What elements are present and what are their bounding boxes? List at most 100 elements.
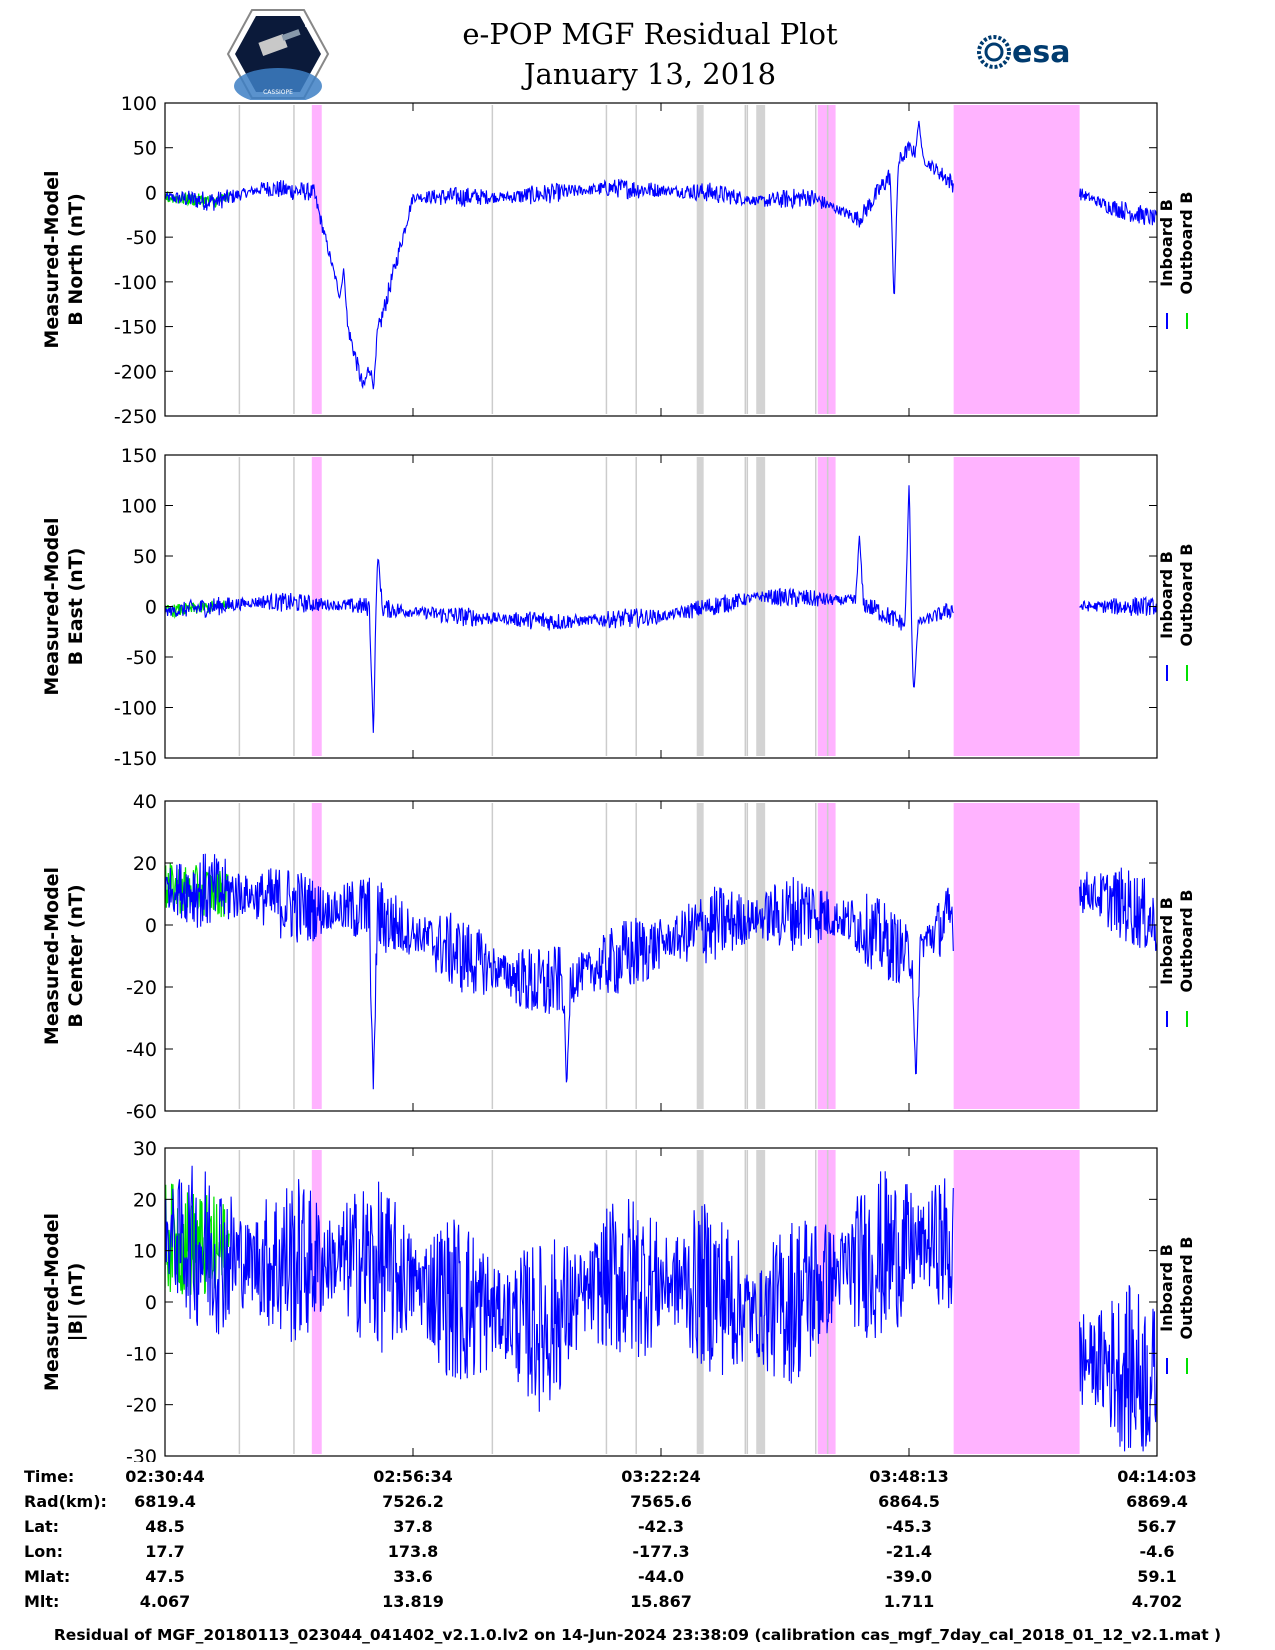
y-tick-label: -20	[126, 977, 157, 999]
pink-data-gap-band	[311, 1150, 322, 1454]
y-tick-label: -10	[126, 1343, 157, 1365]
info-row-value: 33.6	[393, 1567, 433, 1586]
y-tick-label: 40	[133, 791, 157, 813]
info-row-value: 03:48:13	[869, 1467, 949, 1486]
gray-event-band	[756, 105, 766, 414]
y-axis-label-line: B East (nT)	[65, 548, 87, 666]
inboard-b-series	[165, 120, 1157, 390]
legend-outboard-label: Outboard B	[1177, 544, 1196, 647]
y-axis-label: Measured-Model B Center (nT)	[41, 867, 87, 1045]
legend-inboard-label: Inboard B	[1157, 199, 1176, 287]
y-axis-label-line: Measured-Model	[41, 867, 63, 1045]
inboard-b-series	[165, 1165, 1157, 1452]
y-axis-label-line: B North (nT)	[65, 193, 87, 326]
info-row-label: Mlt:	[24, 1592, 60, 1611]
info-row-value: -4.6	[1139, 1542, 1175, 1561]
y-axis-label-line: Measured-Model	[41, 1213, 63, 1391]
info-row-value: 13.819	[382, 1592, 444, 1611]
y-tick-label: -40	[126, 1039, 157, 1061]
info-row-value: -177.3	[632, 1542, 690, 1561]
info-row-value: 37.8	[393, 1517, 433, 1536]
y-tick-label: -60	[126, 1101, 157, 1123]
y-tick-label: -30	[126, 1446, 157, 1462]
info-row-value: -42.3	[637, 1517, 685, 1536]
esa-logo: esa	[977, 35, 1070, 70]
y-tick-label: 0	[145, 182, 157, 204]
info-row-value: 17.7	[145, 1542, 185, 1561]
pink-data-gap-band	[311, 803, 322, 1109]
plot-date: January 13, 2018	[523, 57, 777, 91]
y-axis-label: Measured-Model |B| (nT)	[41, 1213, 87, 1391]
panel-north: 100 50 0 -50 -100 -150 -200 -250 Measured-Model B…	[41, 93, 1196, 428]
legend-labels: Inboard BOutboard B	[1157, 544, 1196, 647]
cassiope-logo: CASSIOPE	[226, 9, 330, 100]
plot-title-block: e-POP MGF Residual Plot January 13, 2018	[330, 14, 970, 94]
info-row-value: 59.1	[1137, 1567, 1177, 1586]
y-tick-label: -20	[126, 1395, 157, 1417]
info-row-value: 6864.5	[878, 1492, 940, 1511]
gray-event-band	[696, 1150, 704, 1454]
y-axis-label-line: B Center (nT)	[65, 884, 87, 1027]
info-row-value: 7565.6	[630, 1492, 692, 1511]
y-tick-label: 0	[145, 915, 157, 937]
inboard-b-series	[165, 853, 1157, 1090]
y-tick-label: -100	[114, 272, 157, 294]
pink-data-gap-band	[817, 803, 836, 1109]
pink-data-gap-band	[953, 803, 1080, 1109]
info-row-value: -44.0	[637, 1567, 685, 1586]
info-row-value: 4.702	[1131, 1592, 1183, 1611]
info-row-value: 48.5	[145, 1517, 185, 1536]
cassiope-logo-text: CASSIOPE	[263, 89, 293, 96]
info-row-value: -21.4	[885, 1542, 933, 1561]
gray-event-band	[756, 457, 766, 756]
info-row-value: 47.5	[145, 1567, 185, 1586]
legend-inboard-label: Inboard B	[1157, 1244, 1176, 1332]
info-row-value: 02:30:44	[125, 1467, 205, 1486]
info-row-label: Mlat:	[24, 1567, 71, 1586]
y-tick-label: -200	[114, 361, 157, 383]
y-tick-label: 0	[145, 1292, 157, 1314]
y-axis-label-line: Measured-Model	[41, 517, 63, 695]
legend-outboard-label: Outboard B	[1177, 890, 1196, 993]
info-row-value: -39.0	[885, 1567, 933, 1586]
gray-event-band	[696, 105, 704, 414]
info-row-value: 02:56:34	[373, 1467, 453, 1486]
y-axis-label-line: |B| (nT)	[65, 1263, 87, 1342]
inboard-b-series	[165, 485, 1157, 733]
y-tick-label: 50	[133, 138, 157, 160]
y-tick-label: 150	[121, 445, 157, 467]
y-tick-label: -150	[114, 748, 157, 770]
y-axis-label-line: Measured-Model	[41, 170, 63, 348]
y-tick-label: 20	[133, 853, 157, 875]
gray-event-band	[696, 457, 704, 756]
y-tick-label: 100	[121, 93, 157, 115]
legend-outboard-label: Outboard B	[1177, 1237, 1196, 1340]
info-row-label: Time:	[24, 1467, 75, 1486]
gray-event-band	[756, 803, 766, 1109]
pink-data-gap-band	[817, 457, 836, 756]
info-row-value: 173.8	[387, 1542, 439, 1561]
y-tick-label: 30	[133, 1138, 157, 1160]
info-row-value: 04:14:03	[1117, 1467, 1197, 1486]
y-tick-label: 20	[133, 1189, 157, 1211]
legend-outboard-label: Outboard B	[1177, 192, 1196, 295]
info-row-value: -45.3	[885, 1517, 933, 1536]
y-tick-label: -150	[114, 317, 157, 339]
legend-labels: Inboard BOutboard B	[1157, 890, 1196, 993]
panel-total: 30 20 10 0 -10 -20 -30 Measured-Model |B| (nT) In…	[41, 1138, 1196, 1462]
esa-logo-text: esa	[1012, 35, 1070, 70]
y-axis-label: Measured-Model B North (nT)	[41, 170, 87, 348]
info-row-value: 15.867	[630, 1592, 692, 1611]
info-row-value: 4.067	[139, 1592, 191, 1611]
plot-title: e-POP MGF Residual Plot	[462, 17, 838, 51]
legend-labels: Inboard BOutboard B	[1157, 1237, 1196, 1340]
info-row-label: Lat:	[24, 1517, 60, 1536]
panel-east: 150 100 50 0 -50 -100 -150 Measured-Model B East…	[41, 445, 1196, 770]
y-axis-label: Measured-Model B East (nT)	[41, 517, 87, 695]
y-tick-label: 10	[133, 1241, 157, 1263]
y-tick-label: -100	[114, 698, 157, 720]
info-row-value: 1.711	[883, 1592, 935, 1611]
info-row-value: 03:22:24	[621, 1467, 701, 1486]
pink-data-gap-band	[953, 105, 1080, 414]
